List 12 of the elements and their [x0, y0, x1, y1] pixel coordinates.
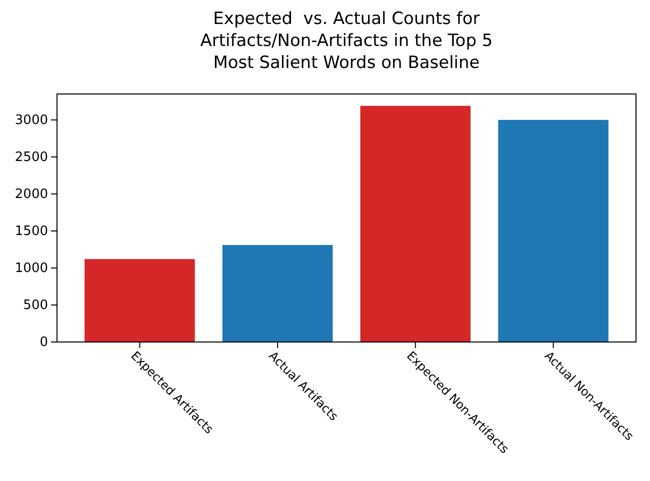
y-tick-label: 500	[23, 298, 48, 314]
chart-title: Expected vs. Actual Counts for Artifacts/Non-Artifacts in the Top 5 Most Salient Words on Baseline	[200, 9, 493, 74]
y-tick-label: 1000	[14, 261, 48, 276]
bar	[84, 259, 195, 342]
y-tick-label: 2000	[14, 187, 48, 202]
bar	[360, 106, 471, 342]
y-tick-label: 3000	[14, 113, 48, 128]
bar	[498, 120, 608, 342]
y-tick-label: 2500	[14, 150, 48, 166]
y-tick-label: 0	[40, 335, 48, 350]
bar	[222, 245, 333, 342]
y-tick-label: 1500	[14, 224, 48, 240]
